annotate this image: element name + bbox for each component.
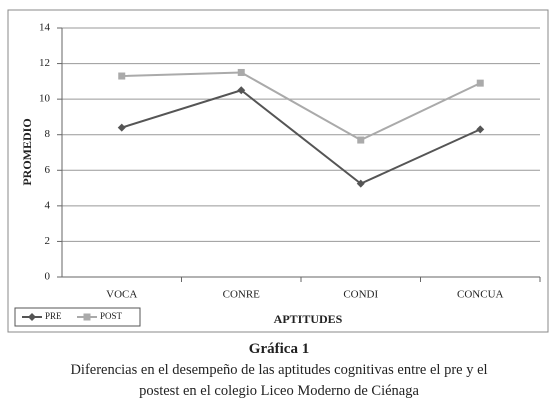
- point: [237, 86, 246, 95]
- series-line: [121, 71, 481, 142]
- y-tick-label: 0: [45, 271, 51, 283]
- y-tick-label: 12: [39, 57, 50, 69]
- chart-frame: [7, 9, 549, 333]
- legend-label: PRE: [45, 311, 62, 321]
- series-line: [121, 89, 481, 185]
- point: [28, 313, 36, 321]
- point: [356, 179, 365, 188]
- x-tick-label: VOCA: [106, 289, 137, 301]
- point: [117, 123, 126, 132]
- x-axis-label: APTITUDES: [274, 312, 343, 326]
- caption-text: Diferencias en el desempeño de las aptit…: [70, 362, 488, 399]
- y-tick-label: 8: [45, 128, 51, 140]
- x-tick-label: CONRE: [223, 289, 261, 301]
- caption: Gráfica 1 Diferencias en el desempeño de…: [49, 338, 509, 402]
- point: [476, 79, 484, 87]
- y-tick-label: 2: [45, 235, 51, 247]
- y-axis-label: PROMEDIO: [20, 118, 34, 185]
- point: [476, 125, 485, 134]
- caption-title: Gráfica 1: [248, 341, 310, 357]
- y-tick-label: 6: [45, 164, 51, 176]
- point: [357, 136, 365, 144]
- point: [118, 72, 126, 80]
- y-tick-label: 4: [45, 199, 51, 211]
- x-tick-label: CONDI: [343, 289, 378, 301]
- legend-label: POST: [100, 311, 123, 321]
- point: [237, 68, 245, 76]
- y-tick-label: 14: [39, 22, 51, 34]
- x-tick-label: CONCUA: [457, 289, 504, 301]
- chart: APTITUDES PROMEDIO 0 2 4 6 8 10 12 14 VOCA CONRE C…: [7, 9, 549, 333]
- point: [83, 313, 91, 321]
- y-tick-label: 10: [39, 93, 51, 105]
